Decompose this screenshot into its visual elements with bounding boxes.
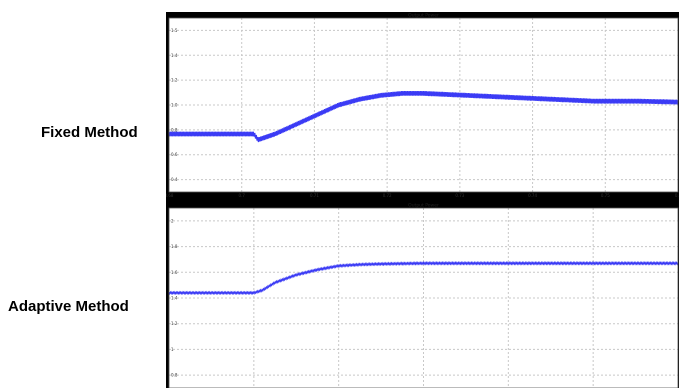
y-tick-label: 1.6: [171, 270, 178, 275]
x-tick-label: 0.68: [166, 193, 174, 198]
x-tick-label: 0.8: [675, 193, 679, 198]
plot-frame: [168, 17, 679, 193]
plot-frame: [168, 207, 679, 388]
adaptive-method-label: Adaptive Method: [8, 298, 129, 315]
fixed-method-plot: Output Power 0.68 0.7 0.71 0.72 0.73 0.74 0.75 0…: [166, 13, 679, 199]
plot-title: Output Power: [408, 13, 439, 19]
y-tick-label: 1.4: [171, 296, 178, 301]
y-tick-label: 0.8: [171, 373, 178, 378]
x-tick-label: 0.72: [383, 193, 392, 198]
y-tick-label: 0.4: [171, 177, 178, 182]
adaptive-method-chart: Output Power 2 1.8 1.6 1.4 1.2 1 0.8: [166, 202, 679, 388]
y-tick-label: 0.8: [171, 127, 178, 132]
fixed-method-label: Fixed Method: [41, 124, 138, 141]
x-tick-label: 0.75: [601, 193, 610, 198]
fixed-method-chart: Output Power 0.68 0.7 0.71 0.72 0.73 0.74 0.75 0…: [166, 12, 679, 202]
x-tick-label: 0.74: [528, 193, 537, 198]
adaptive-method-plot: Output Power 2 1.8 1.6 1.4 1.2 1 0.8: [168, 203, 679, 388]
x-tick-label: 0.7: [239, 193, 246, 198]
series-line: [168, 261, 679, 296]
x-tick-label: 0.71: [310, 193, 319, 198]
y-tick-label: 1.4: [171, 53, 178, 58]
y-tick-label: 1: [171, 347, 174, 352]
y-tick-label: 2: [171, 218, 174, 223]
y-tick-label: 0.6: [171, 152, 178, 157]
y-tick-label: 1.8: [171, 244, 178, 249]
y-tick-label: 1.0: [171, 103, 178, 108]
series-line: [168, 90, 679, 143]
y-tick-label: 1.2: [171, 78, 178, 83]
y-tick-label: 1.2: [171, 321, 178, 326]
y-tick-label: 1.5: [171, 28, 178, 33]
plot-title: Output Power: [408, 203, 439, 209]
x-tick-label: 0.73: [455, 193, 464, 198]
